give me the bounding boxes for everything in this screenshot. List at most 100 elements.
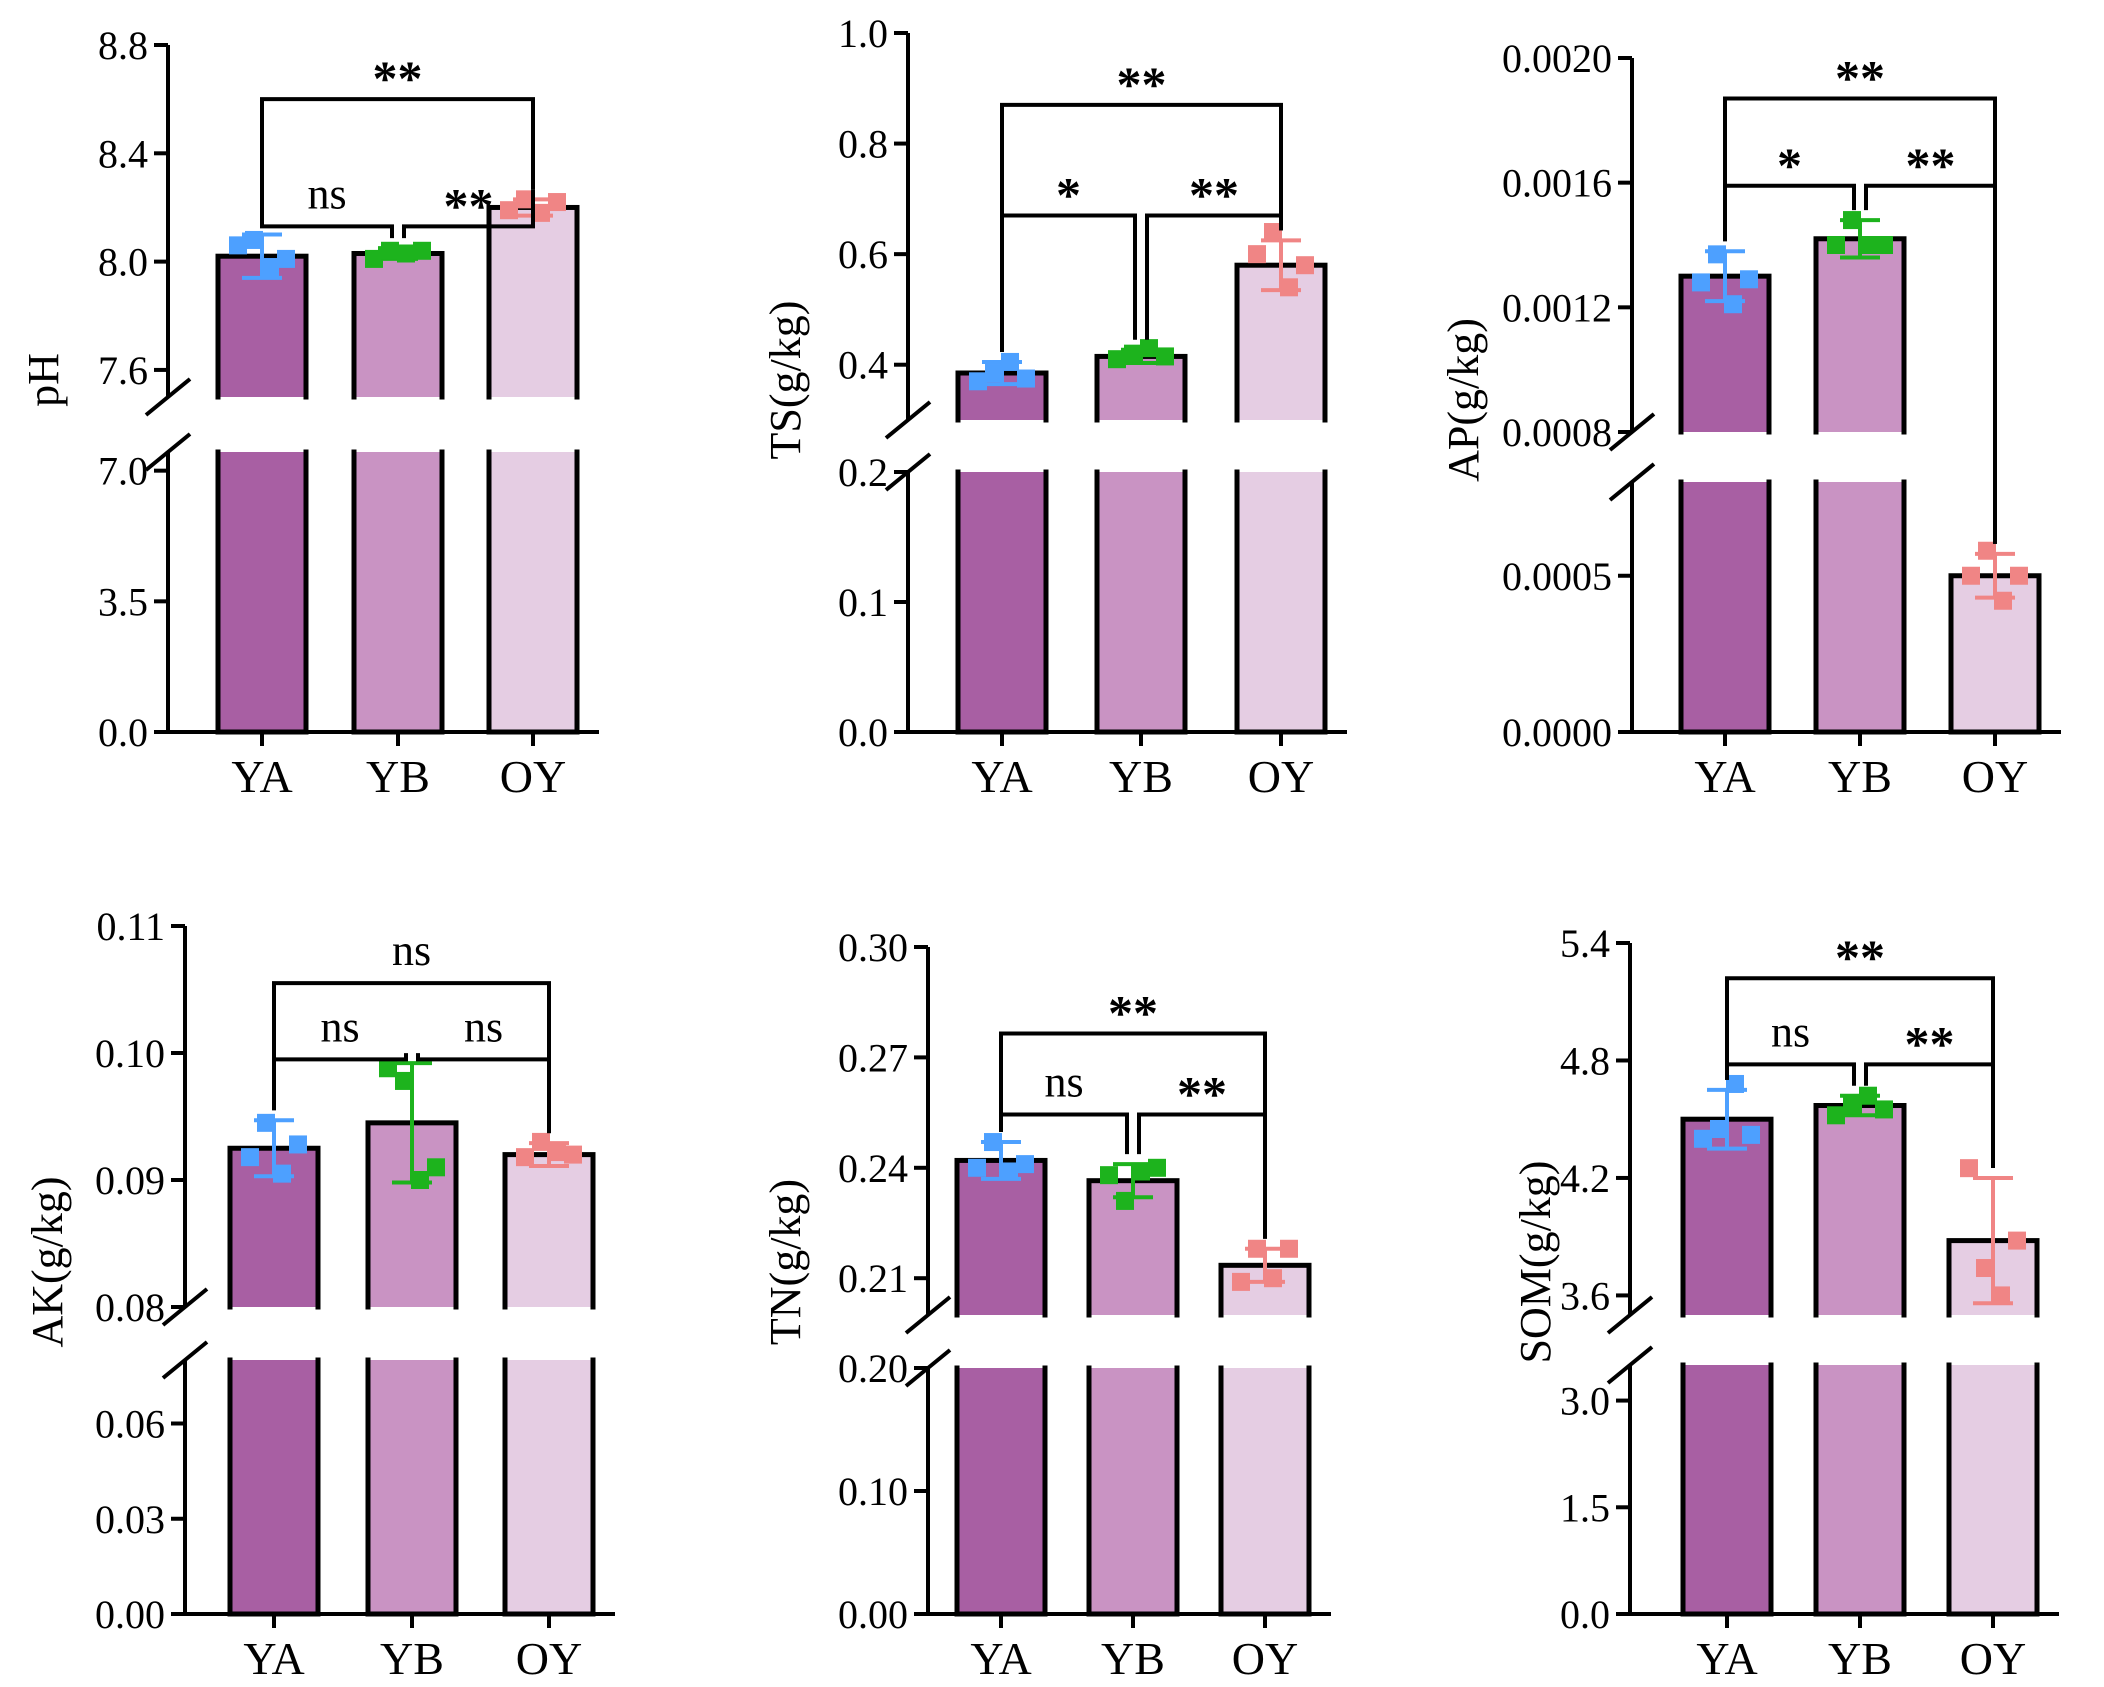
y-tick-label: 0.27 — [838, 1035, 908, 1080]
data-point-ya — [1726, 1074, 1744, 1093]
significance-label: ** — [1835, 929, 1885, 985]
data-point-yb — [365, 249, 383, 268]
data-point-ya — [1692, 273, 1710, 292]
x-tick-label-ya: YA — [1696, 1633, 1757, 1684]
axis-break-mark — [1608, 462, 1656, 502]
data-point-yb — [1156, 347, 1174, 366]
y-tick-label: 4.2 — [1560, 1156, 1610, 1201]
x-tick-label-yb: YB — [1109, 751, 1173, 802]
data-point-oy — [516, 190, 534, 209]
bar-fill-edge — [507, 1360, 591, 1366]
data-point-ya — [1740, 270, 1758, 289]
x-tick-label-ya: YA — [971, 751, 1032, 802]
y-tick-label: 0.11 — [96, 904, 165, 949]
bar-upper-ya — [1678, 273, 1772, 435]
data-point-ya — [1724, 295, 1742, 314]
data-point-yb — [1843, 211, 1861, 230]
significance-label: ns — [1771, 1007, 1810, 1056]
bar-fill-edge — [1818, 1365, 1902, 1371]
y-axis-title: TN(g/kg) — [761, 1179, 810, 1345]
significance-label: ** — [373, 50, 423, 106]
bar-upper-yb — [1813, 236, 1907, 435]
data-point-oy — [1280, 278, 1298, 297]
significance-bracket — [999, 1031, 1267, 1239]
data-point-ya — [985, 364, 1003, 383]
bar-fill-edge — [1099, 472, 1183, 478]
y-tick-label: 0.10 — [838, 1469, 908, 1514]
x-tick-label-yb: YB — [1101, 1633, 1165, 1684]
bar-fill-edge — [1818, 482, 1902, 488]
significance-bracket — [1723, 96, 1997, 544]
data-point-oy — [548, 193, 566, 212]
axis-break-mark — [144, 377, 192, 417]
significance-label: ** — [1177, 1065, 1227, 1121]
data-point-ya — [241, 1148, 259, 1167]
data-point-oy — [1264, 223, 1282, 242]
data-point-oy — [1960, 1159, 1978, 1178]
axis-break-mark — [884, 400, 932, 440]
data-point-yb — [1124, 344, 1142, 363]
y-tick-label: 0.00 — [95, 1592, 165, 1637]
x-tick-label-ya: YA — [970, 1633, 1031, 1684]
x-tick-label-oy: OY — [1232, 1633, 1298, 1684]
x-tick-label-yb: YB — [366, 751, 430, 802]
bar-fill-edge — [1239, 414, 1323, 420]
significance-label: ** — [444, 177, 494, 233]
bar-fill-edge — [1091, 1309, 1175, 1315]
bar-lower-ya — [955, 469, 1049, 735]
significance-label: ** — [1189, 166, 1239, 222]
bar-fill-edge — [370, 1301, 454, 1307]
y-tick-label: 0.03 — [95, 1497, 165, 1542]
data-point-oy — [1248, 245, 1266, 264]
bar-fill-edge — [220, 452, 304, 458]
significance-bracket — [402, 189, 535, 239]
y-tick-label: 0.0 — [98, 710, 148, 755]
bar-fill-edge — [232, 1301, 316, 1307]
x-tick-label-ya: YA — [1694, 751, 1755, 802]
y-axis-title: pH — [19, 353, 68, 407]
bar-lower-oy — [1946, 1362, 2040, 1617]
y-tick-label: 8.8 — [98, 23, 148, 68]
bar-fill-edge — [1951, 1309, 2035, 1315]
bar-lower-yb — [1094, 469, 1188, 735]
y-axis-title: SOM(g/kg) — [1511, 1161, 1560, 1364]
y-tick-label: 0.08 — [95, 1285, 165, 1330]
bar-fill-edge — [1685, 1365, 1769, 1371]
bar-fill-edge — [1223, 1309, 1307, 1315]
data-point-oy — [532, 203, 550, 222]
bar-lower-oy — [1218, 1365, 1312, 1617]
y-tick-label: 0.1 — [838, 580, 888, 625]
bar-fill-edge — [232, 1360, 316, 1366]
data-point-ya — [245, 230, 263, 249]
y-tick-label: 0.06 — [95, 1402, 165, 1447]
bar-fill-edge — [507, 1301, 591, 1307]
bar-fill-edge — [1683, 426, 1767, 432]
significance-label: ** — [1905, 1015, 1955, 1071]
data-point-ya — [1708, 245, 1726, 264]
axis-break-mark — [161, 1340, 209, 1380]
data-point-ya — [1694, 1129, 1712, 1148]
bar-fill-edge — [1685, 1309, 1769, 1315]
data-point-yb — [411, 1171, 429, 1189]
bar-fill-edge — [960, 414, 1044, 420]
data-point-yb — [1875, 1100, 1893, 1119]
bar-fill-edge — [960, 472, 1044, 478]
y-tick-label: 8.4 — [98, 131, 148, 176]
bar-fill-edge — [1951, 1365, 2035, 1371]
data-point-ya — [969, 372, 987, 391]
data-point-oy — [1248, 1239, 1266, 1258]
chart-panel-ak: 0.08 0.09 0.10 0.11 0.00 0.03 0.06 YA YB OY AK(g/k… — [23, 904, 615, 1684]
data-point-ya — [273, 1164, 291, 1183]
bar-fill-edge — [491, 452, 575, 458]
data-point-ya — [1742, 1125, 1760, 1144]
y-tick-label: 0.0 — [838, 710, 888, 755]
data-point-oy — [516, 1148, 534, 1167]
significance-label: ns — [392, 926, 431, 975]
bar-fill-edge — [356, 452, 440, 458]
x-tick-label-oy: OY — [1962, 751, 2028, 802]
data-point-ya — [289, 1135, 307, 1154]
bar-lower-yb — [1813, 479, 1907, 735]
data-point-yb — [379, 1059, 397, 1078]
data-point-yb — [1108, 350, 1126, 369]
significance-bracket — [260, 224, 394, 239]
